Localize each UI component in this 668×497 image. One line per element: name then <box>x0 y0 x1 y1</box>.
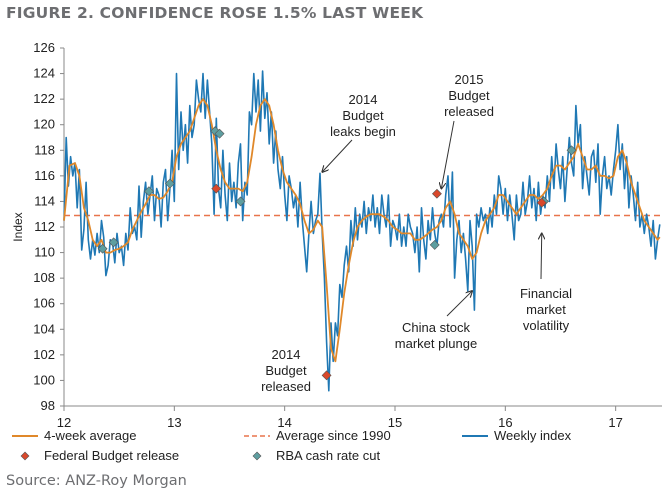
annotation-line: market <box>526 302 566 317</box>
source-note: Source: ANZ-Roy Morgan <box>6 473 187 489</box>
y-tick-label: 102 <box>33 347 55 362</box>
budget-release-marker <box>211 183 222 194</box>
marker-layer <box>97 126 577 381</box>
rba-cut-marker <box>566 145 577 156</box>
y-tick-label: 108 <box>33 270 55 285</box>
legend-label: RBA cash rate cut <box>276 448 380 463</box>
y-tick-label: 118 <box>34 142 55 157</box>
rba-cut-marker <box>144 186 154 197</box>
annotation-arrow <box>541 233 542 280</box>
annotation-line: Budget <box>265 363 307 378</box>
budget-release-marker <box>536 197 547 208</box>
y-tick-label: 110 <box>34 245 55 260</box>
axes: 98 100 102 104 106 108 110 112 114 116 118 120 122 12… <box>11 40 662 430</box>
annotation-ann-volatility: Financial market volatility <box>520 286 572 333</box>
annotation-ann-china: China stock market plunge <box>395 320 477 351</box>
annotation-arrow <box>446 291 472 317</box>
legend-item: Weekly index <box>462 428 572 443</box>
legend-swatch-diamond <box>252 451 262 461</box>
rba-cut-marker <box>97 243 108 254</box>
annotation-line: leaks begin <box>330 124 396 139</box>
annotation-arrow <box>441 120 455 189</box>
legend-swatch-diamond <box>20 451 30 461</box>
legend-label: Weekly index <box>494 428 572 443</box>
legend-item: 4-week average <box>12 428 137 443</box>
rba-cut-marker <box>429 239 440 250</box>
annotation-ann-2014-leak: 2014 Budget leaks begin <box>330 92 396 139</box>
y-tick-label: 122 <box>33 91 55 106</box>
annotation-line: Budget <box>448 88 490 103</box>
annotation-line: 2015 <box>455 72 484 87</box>
x-tick-label: 17 <box>608 415 622 430</box>
rba-cut-marker <box>108 237 119 248</box>
y-tick-label: 100 <box>33 372 55 387</box>
y-tick-label: 124 <box>33 66 55 81</box>
annotation-ann-2014-budget: 2014 Budget released <box>261 347 311 394</box>
y-axis-label: Index <box>11 212 25 241</box>
budget-release-marker <box>431 188 442 199</box>
legend-label: Federal Budget release <box>44 448 179 463</box>
x-tick-label: 16 <box>498 415 512 430</box>
annotation-line: Budget <box>342 108 384 123</box>
x-tick-label: 12 <box>57 415 71 430</box>
budget-release-marker <box>321 370 332 381</box>
x-tick-label: 14 <box>277 415 291 430</box>
legend-item: Average since 1990 <box>244 428 391 443</box>
annotation-arrow <box>322 139 353 172</box>
y-tick-label: 98 <box>41 398 55 413</box>
y-tick-label: 114 <box>34 193 55 208</box>
annotation-line: released <box>444 104 494 119</box>
annotation-line: 2014 <box>272 347 301 362</box>
annotation-ann-2015-budget: 2015 Budget released <box>444 72 494 119</box>
annotation-line: market plunge <box>395 336 477 351</box>
legend-label: Average since 1990 <box>276 428 391 443</box>
series-layer <box>63 70 661 392</box>
annotation-line: Financial <box>520 286 572 301</box>
y-tick-label: 116 <box>34 168 55 183</box>
y-tick-label: 120 <box>33 117 55 132</box>
legend-item: RBA cash rate cut <box>252 448 380 463</box>
four-week-average-line <box>63 98 661 363</box>
legend-label: 4-week average <box>44 428 137 443</box>
annotation-line: China stock <box>402 320 470 335</box>
y-tick-label: 104 <box>33 321 55 336</box>
weekly-index-line <box>63 70 661 392</box>
legend-item: Federal Budget release <box>20 448 179 463</box>
annotation-line: volatility <box>523 318 570 333</box>
x-tick-label: 15 <box>388 415 402 430</box>
rba-cut-marker <box>214 128 225 139</box>
annotation-line: released <box>261 379 311 394</box>
rba-cut-marker <box>164 178 175 189</box>
y-tick-label: 126 <box>33 40 55 55</box>
chart-title: FIGURE 2. CONFIDENCE ROSE 1.5% LAST WEEK <box>6 4 424 22</box>
y-tick-label: 112 <box>34 219 55 234</box>
rba-cut-marker <box>235 196 246 207</box>
x-tick-label: 13 <box>167 415 181 430</box>
y-tick-label: 106 <box>33 296 55 311</box>
legend: 4-week average Average since 1990 Weekly i… <box>12 428 572 463</box>
annotation-line: 2014 <box>349 92 378 107</box>
